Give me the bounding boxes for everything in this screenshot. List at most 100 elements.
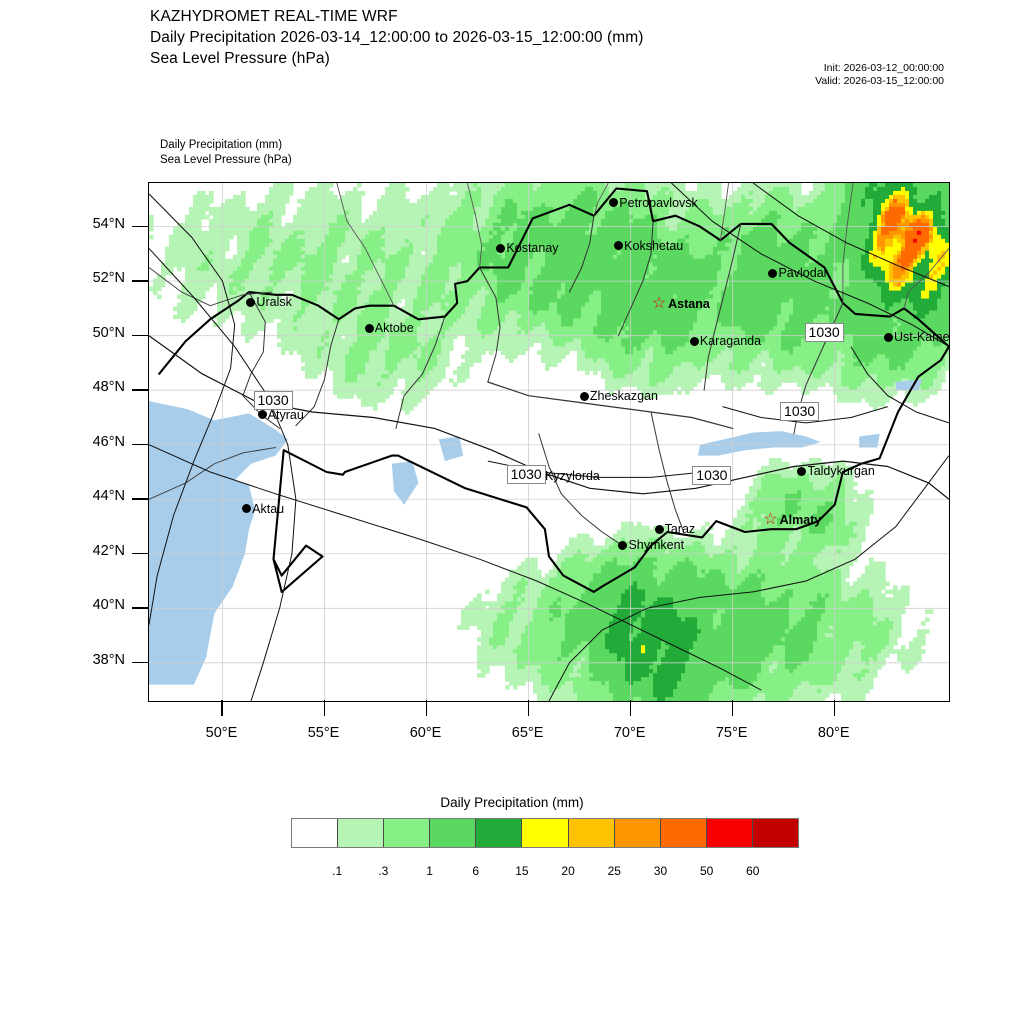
lon-axis-label: 60°E [409, 725, 442, 741]
colorbar-tick-label: 30 [653, 864, 668, 878]
city-dot-icon [257, 410, 267, 420]
colorbar-tick-label: 50 [699, 864, 714, 878]
lat-tick [132, 334, 148, 337]
lon-axis-label: 75°E [715, 725, 748, 741]
isobar-label: 1030 [780, 402, 820, 421]
city-marker: Karaganda [689, 334, 762, 349]
header: KAZHYDROMET REAL-TIME WRF Daily Precipit… [150, 6, 970, 69]
city-label: Shymkent [628, 538, 685, 553]
lon-axis-label: 65°E [511, 725, 544, 741]
city-marker: Atyrau [257, 407, 304, 422]
plot-caption-pressure: Sea Level Pressure (hPa) [160, 154, 292, 166]
lon-tick [221, 700, 223, 716]
lon-axis-label: 55°E [307, 725, 340, 741]
city-label: Aktau [252, 501, 285, 516]
city-dot-icon [579, 391, 589, 401]
city-dot-icon [614, 241, 624, 251]
lon-axis-label: 80°E [817, 725, 850, 741]
graticule [149, 183, 949, 701]
colorbar-title: Daily Precipitation (mm) [440, 795, 584, 810]
isobar-label: 1030 [692, 466, 732, 486]
colorbar-segment-0 [292, 819, 339, 847]
city-label: Atyrau [267, 407, 304, 422]
header-pressure-line: Sea Level Pressure (hPa) [150, 50, 330, 67]
city-label: Pavlodar [778, 266, 828, 281]
colorbar-segment-4 [476, 819, 523, 847]
city-dot-icon [768, 268, 778, 278]
city-dot-icon [689, 336, 699, 346]
colorbar-segment-8 [660, 819, 707, 847]
init-time: Init: 2026-03-12_00:00:00 [823, 62, 944, 74]
colorbar-tick-label: .3 [378, 864, 389, 878]
colorbar-segment-1 [338, 819, 385, 847]
city-marker: Taraz [654, 522, 696, 537]
colorbar[interactable] [291, 818, 799, 848]
precipitation-field [149, 183, 949, 701]
city-label: Ust-Kamenogorsk [893, 330, 950, 345]
colorbar-ticks: .1 .3 1 6 15 20 25 30 50 60 [291, 864, 799, 882]
lat-tick [132, 607, 148, 609]
city-marker: ☆ Astana [651, 294, 710, 312]
city-dot-icon [797, 466, 807, 476]
capital-star-icon: ☆ [763, 510, 778, 528]
lat-axis-label: 54°N [92, 215, 125, 232]
lon-tick [425, 700, 427, 716]
city-label: Kyzylorda [545, 469, 600, 484]
colorbar-tick-label: 15 [515, 864, 529, 878]
lon-tick [323, 700, 325, 716]
colorbar-segment-9 [706, 819, 753, 847]
lat-tick [132, 552, 148, 555]
lat-axis-label: 44°N [92, 488, 125, 505]
capital-star-icon: ☆ [651, 294, 667, 312]
colorbar-tick-label: 6 [472, 864, 480, 878]
colorbar-tick-label: 1 [426, 864, 433, 878]
city-label: Aktobe [374, 321, 414, 336]
valid-time: Valid: 2026-03-15_12:00:00 [815, 75, 944, 87]
header-title: KAZHYDROMET REAL-TIME WRF [150, 8, 398, 25]
colorbar-tick-label: .1 [332, 864, 343, 878]
city-label: Petropavlovsk [619, 195, 698, 210]
city-marker: Taldykurgan [797, 464, 875, 479]
water-bodies [149, 379, 923, 685]
colorbar-segment-5 [522, 819, 569, 847]
city-label: Taldykurgan [807, 464, 875, 479]
city-label: Taraz [664, 522, 696, 537]
lat-tick [132, 443, 148, 446]
map-frame[interactable]: Petropavlovsk Kostanay Kokshetau Pavlodar Ur… [148, 182, 950, 702]
city-dot-icon [246, 297, 256, 307]
city-marker: ☆ Almaty [763, 510, 822, 528]
city-dot-icon [496, 243, 506, 253]
isobar-label: 1030 [506, 464, 546, 484]
sea-level-pressure-contours [149, 183, 949, 701]
city-label: Uralsk [256, 295, 292, 310]
plot-caption: Daily Precipitation (mm) Sea Level Press… [160, 138, 292, 168]
lon-axis-label: 70°E [613, 725, 646, 741]
city-dot-icon [883, 332, 893, 342]
colorbar-segment-7 [614, 819, 661, 847]
city-dot-icon [364, 323, 374, 333]
model-run-stamp: Init: 2026-03-12_00:00:00 Valid: 2026-03… [815, 62, 944, 88]
city-marker: Petropavlovsk [609, 196, 698, 210]
colorbar-tick-label: 20 [561, 864, 575, 878]
city-dot-icon [654, 524, 664, 534]
city-label: Karaganda [699, 334, 762, 349]
lat-axis-label: 40°N [92, 597, 125, 614]
lon-axis-label: 50°E [205, 725, 238, 741]
lat-tick [132, 225, 148, 227]
lat-axis-label: 48°N [92, 379, 125, 396]
plot-caption-precip: Daily Precipitation (mm) [160, 139, 283, 151]
city-dot-icon [609, 198, 619, 208]
city-marker: Ust-Kamenogorsk [883, 330, 950, 345]
lon-tick [731, 700, 734, 716]
city-label: Almaty [779, 512, 822, 527]
city-dot-icon [618, 540, 628, 550]
lat-tick [132, 280, 148, 282]
city-marker: Shymkent [618, 538, 684, 552]
city-marker: Uralsk [246, 295, 292, 310]
lat-axis-label: 52°N [92, 270, 125, 287]
city-marker: Pavlodar [768, 266, 828, 281]
colorbar-segment-3 [430, 819, 477, 847]
city-marker: Aktau [242, 502, 284, 516]
lon-tick [629, 700, 632, 716]
